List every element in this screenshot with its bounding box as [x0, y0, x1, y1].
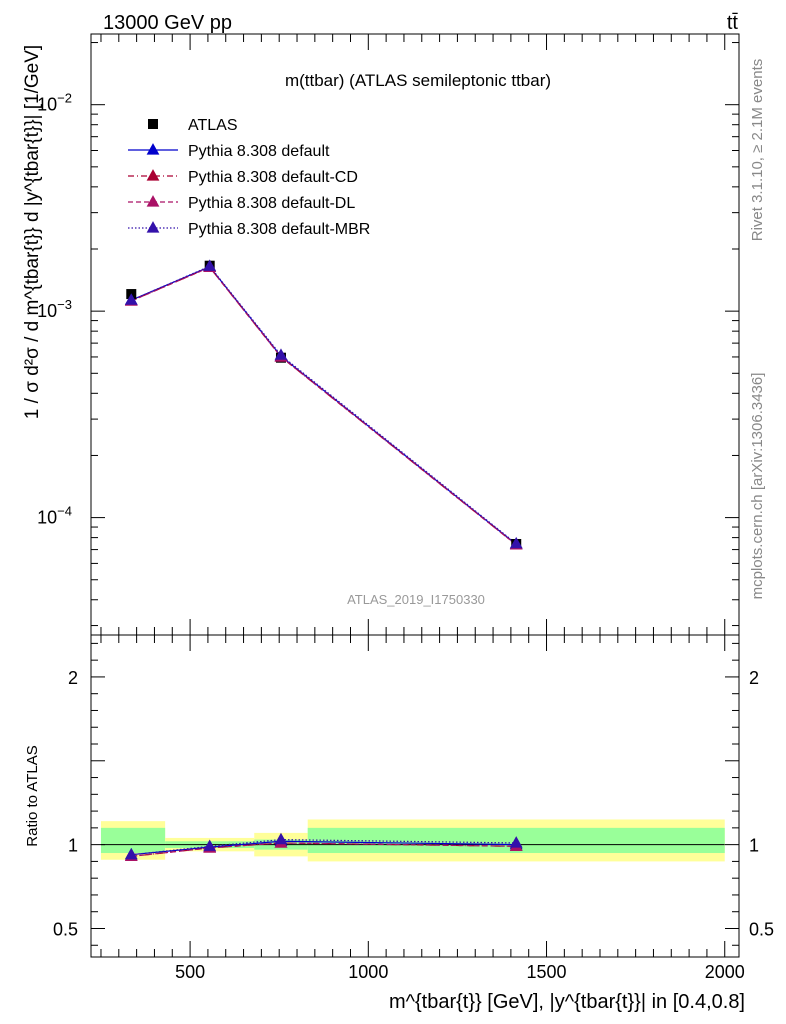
ratio-y-tick-label-right: 2	[749, 668, 759, 688]
x-tick-label: 500	[175, 962, 205, 982]
uncertainty-band-green-0	[100, 827, 166, 854]
ratio-point-series-3	[274, 832, 288, 845]
ratio-line-1	[131, 842, 517, 857]
legend-marker-2	[146, 169, 160, 181]
data-point-series-4	[124, 293, 138, 305]
mcplots-reference-label: mcplots.cern.ch [arXiv:1306.3436]	[749, 373, 766, 600]
ratio-point-series-3	[124, 847, 138, 860]
legend-label-4: Pythia 8.308 default-MBR	[188, 221, 370, 238]
x-axis-label: m^{tbar{t}} [GeV], |y^{tbar{t}}| in [0.4…	[389, 991, 745, 1013]
main-y-tick-label: 10−4	[37, 504, 72, 528]
header-process-label: tt̄	[727, 12, 739, 34]
ratio-point-series-3	[203, 839, 217, 851]
rivet-version-label: Rivet 3.1.10, ≥ 2.1M events	[749, 59, 766, 242]
analysis-watermark: ATLAS_2019_I1750330	[347, 592, 485, 607]
ratio-y-tick-label-right: 0.5	[749, 919, 774, 939]
ratio-line-2	[131, 842, 517, 857]
ratio-frame	[90, 634, 740, 958]
legend-label-2: Pythia 8.308 default-CD	[188, 169, 358, 186]
series-line-4	[131, 265, 517, 545]
legend-marker-4	[146, 221, 160, 233]
ratio-y-tick-label-left: 0.5	[53, 919, 78, 939]
main-y-tick-label: 10−3	[37, 297, 72, 321]
series-line-1	[131, 266, 517, 545]
x-tick-label: 1000	[348, 962, 388, 982]
ratio-y-tick-label-left: 2	[68, 668, 78, 688]
series-line-2	[131, 266, 517, 546]
header-energy-label: 13000 GeV pp	[103, 12, 232, 34]
legend-label-3: Pythia 8.308 default-DL	[188, 195, 355, 212]
x-tick-label: 1500	[527, 962, 567, 982]
ratio-y-tick-label-right: 1	[749, 836, 759, 856]
legend-marker-1	[146, 143, 160, 155]
ratio-panel: 500 1000 1500 2000 0.5 0.5 1 1 2 2 Ratio to ATLAS…	[24, 634, 774, 1013]
chart-title: m(ttbar) (ATLAS semileptonic ttbar)	[285, 71, 551, 90]
legend-marker-3	[146, 195, 160, 207]
main-y-axis-label: 1 / σ d²σ / d m^{tbar{t}} d |y^{tbar{t}}…	[22, 45, 43, 419]
ratio-y-tick-label-left: 1	[68, 836, 78, 856]
legend: ATLAS Pythia 8.308 default Pythia 8.308 de…	[128, 117, 370, 238]
main-y-tick-label: 10−2	[37, 91, 72, 115]
ratio-line-3	[131, 839, 517, 856]
data-point-series-4	[203, 259, 217, 271]
legend-marker-atlas	[148, 119, 158, 129]
series-line-3	[131, 266, 517, 546]
main-panel: m(ttbar) (ATLAS semileptonic ttbar) ATLA…	[22, 33, 740, 636]
ratio-point-series-3	[509, 836, 523, 848]
legend-label-1: Pythia 8.308 default	[188, 143, 330, 160]
ratio-y-axis-label: Ratio to ATLAS	[24, 745, 41, 846]
x-tick-label: 2000	[705, 962, 745, 982]
data-point-series-4	[509, 536, 523, 549]
legend-label-0: ATLAS	[188, 117, 238, 134]
data-point-series-4	[274, 348, 288, 360]
